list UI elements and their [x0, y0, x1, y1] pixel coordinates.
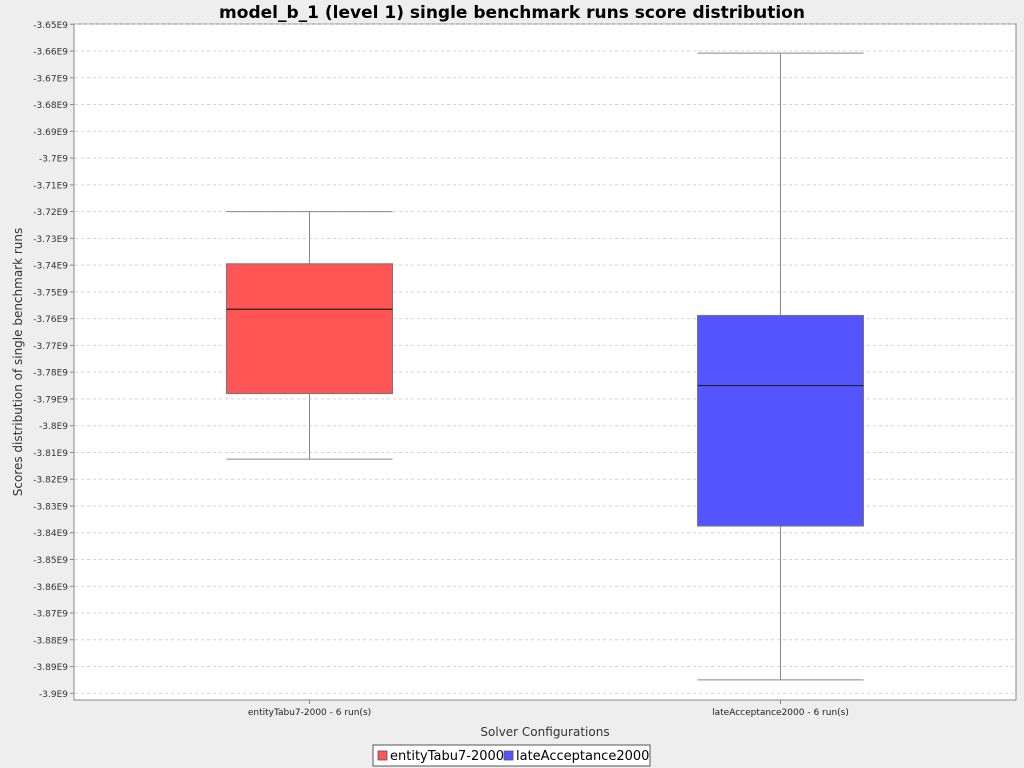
legend-swatch	[377, 750, 388, 761]
x-tick-label: entityTabu7-2000 - 6 run(s)	[248, 708, 371, 718]
y-tick-label: -3.65E9	[33, 21, 68, 31]
iqr-box	[226, 263, 393, 395]
y-tick-label: -3.79E9	[33, 395, 68, 405]
y-tick-label: -3.86E9	[33, 583, 68, 593]
y-tick-label: -3.67E9	[33, 74, 68, 84]
y-tick-label: -3.84E9	[33, 529, 68, 539]
y-tick-label: -3.81E9	[33, 449, 68, 459]
y-tick-label: -3.72E9	[33, 208, 68, 218]
y-tick-label: -3.9E9	[39, 690, 68, 700]
y-tick-label: -3.69E9	[33, 128, 68, 138]
legend-label: lateAcceptance2000	[516, 749, 649, 764]
y-tick-label: -3.71E9	[33, 181, 68, 191]
y-tick-label: -3.77E9	[33, 342, 68, 352]
x-axis-label: Solver Configurations	[480, 725, 609, 739]
y-tick-label: -3.68E9	[33, 101, 68, 111]
y-axis-label: Scores distribution of single benchmark …	[11, 228, 25, 497]
chart-title: model_b_1 (level 1) single benchmark run…	[219, 3, 805, 23]
x-tick-label: lateAcceptance2000 - 6 run(s)	[712, 708, 849, 718]
y-tick-label: -3.78E9	[33, 369, 68, 379]
y-tick-label: -3.82E9	[33, 476, 68, 486]
boxes	[226, 52, 864, 681]
x-axis-ticks: entityTabu7-2000 - 6 run(s) lateAcceptanc…	[248, 700, 849, 718]
y-tick-label: -3.76E9	[33, 315, 68, 325]
legend-swatch	[503, 750, 514, 761]
y-tick-label: -3.7E9	[39, 155, 68, 165]
y-tick-label: -3.74E9	[33, 262, 68, 272]
legend: entityTabu7-2000 lateAcceptance2000	[372, 744, 651, 767]
y-tick-label: -3.83E9	[33, 502, 68, 512]
y-tick-label: -3.75E9	[33, 288, 68, 298]
iqr-box	[697, 314, 864, 527]
y-tick-label: -3.8E9	[39, 422, 68, 432]
legend-label: entityTabu7-2000	[390, 749, 504, 764]
y-tick-label: -3.89E9	[33, 663, 68, 673]
plot-area	[73, 23, 1017, 701]
y-tick-label: -3.73E9	[33, 235, 68, 245]
box-1	[226, 211, 393, 460]
y-axis-ticks: -3.65E9 -3.66E9 -3.67E9 -3.68E9 -3.69E9 -3.7E…	[33, 21, 74, 700]
y-tick-label: -3.66E9	[33, 48, 68, 58]
y-tick-label: -3.85E9	[33, 556, 68, 566]
box-2	[697, 52, 864, 681]
y-tick-label: -3.87E9	[33, 610, 68, 620]
y-tick-label: -3.88E9	[33, 636, 68, 646]
